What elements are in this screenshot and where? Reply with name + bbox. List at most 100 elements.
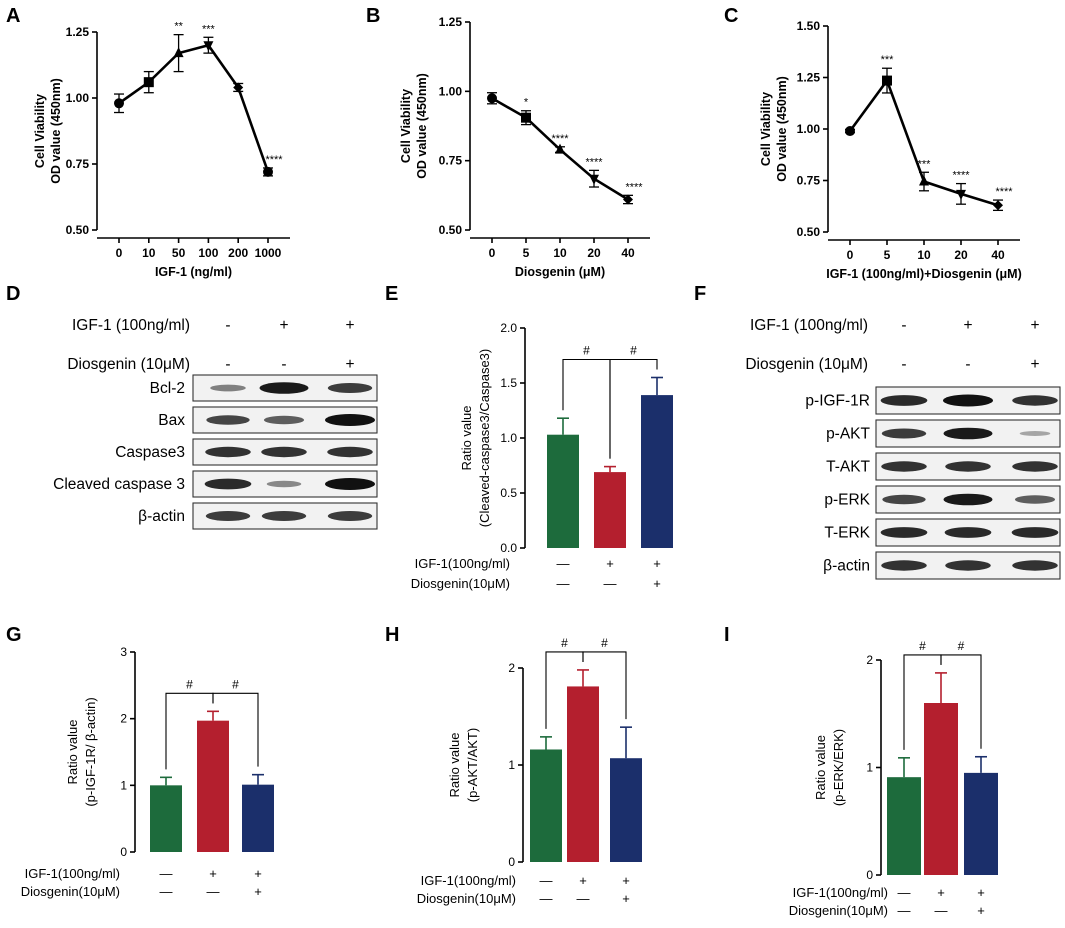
charts-layer: 0.500.751.001.250 10 50 100 200 1000** *******…: [21, 15, 1022, 918]
treatment-sign: +: [279, 317, 288, 334]
bar: [547, 434, 579, 548]
western-blot-d: IGF-1 (100ng/ml) Diosgenin (10μM) - - + - + + Bc…: [53, 317, 378, 530]
blot-band: [943, 427, 993, 440]
bar-chart-h: 0 1 2 # # Ratio value (p-AKT/AKT) IGF-1(100ng/m…: [417, 636, 642, 906]
significance-mark: ***: [881, 54, 895, 66]
bar: [594, 472, 626, 548]
x-tick-label: 40: [991, 248, 1005, 262]
y-tick-label: 0.50: [66, 223, 90, 237]
treatment-sign: +: [977, 885, 985, 900]
treatment-sign: +: [254, 866, 262, 881]
treatment-sign: +: [345, 356, 354, 373]
significance-mark: #: [919, 639, 926, 653]
treatment-sign: +: [977, 903, 985, 918]
y-axis-label-line1: Ratio value: [447, 732, 462, 797]
data-point: [173, 47, 184, 58]
blot-band: [881, 560, 927, 571]
y-tick-label: 2.0: [500, 321, 517, 335]
x-tick-label: 5: [884, 248, 891, 262]
western-blot-f: IGF-1 (100ng/ml) Diosgenin (10μM) - - + - + + p-…: [745, 317, 1061, 580]
data-point: [993, 200, 1003, 211]
treatment-sign: -: [225, 356, 230, 373]
treatment-label: Diosgenin (10μM): [745, 356, 868, 373]
treatment-sign: +: [579, 873, 587, 888]
y-axis-label-line1: Cell Viability: [399, 89, 413, 163]
panel-label-d: D: [6, 283, 20, 305]
significance-bracket: [212, 692, 259, 767]
blot-band: [881, 461, 927, 472]
panel-labels-layer: A B C D E F G H I: [6, 5, 738, 646]
significance-mark: #: [232, 677, 239, 691]
y-tick-label: 1.25: [439, 15, 463, 29]
treatment-sign: +: [937, 885, 945, 900]
data-point: [203, 41, 214, 52]
x-tick-label: 10: [917, 248, 931, 262]
treatment-row-label: Diosgenin(10μM): [21, 884, 120, 899]
series-line: [118, 43, 270, 173]
blot-band: [882, 494, 926, 505]
treatment-sign: +: [1030, 356, 1039, 373]
y-tick-label: 1.00: [797, 122, 821, 136]
bar: [641, 395, 673, 548]
data-point: [882, 75, 892, 86]
significance-mark: #: [186, 677, 193, 691]
treatment-sign: —: [540, 891, 553, 906]
blot-band: [205, 511, 251, 521]
treatment-sign: -: [225, 317, 230, 334]
x-tick-label: 0: [847, 248, 854, 262]
treatment-row-label: Diosgenin(10μM): [417, 891, 516, 906]
treatment-sign: —: [557, 576, 570, 591]
panel-label-i: I: [724, 624, 730, 646]
blot-band: [1012, 395, 1058, 406]
significance-mark: #: [958, 639, 965, 653]
bar: [242, 784, 274, 852]
significance-mark: ****: [585, 156, 603, 168]
treatment-sign: +: [653, 576, 661, 591]
x-tick-label: 0: [489, 246, 496, 260]
blot-row-label: p-IGF-1R: [805, 393, 870, 410]
y-tick-label: 0.0: [500, 541, 517, 555]
treatment-sign: -: [901, 356, 906, 373]
y-tick-label: 1.5: [500, 376, 517, 390]
blot-band: [206, 415, 250, 425]
significance-bracket: [940, 654, 982, 749]
data-point: [263, 166, 273, 177]
x-tick-label: 20: [954, 248, 968, 262]
y-tick-label: 0: [508, 855, 515, 869]
panel-label-g: G: [6, 624, 22, 646]
x-tick-label: 10: [142, 246, 156, 260]
treatment-row-label: IGF-1(100ng/ml): [793, 885, 888, 900]
blot-band: [1014, 495, 1056, 504]
y-tick-label: 2: [508, 661, 515, 675]
significance-bracket: [609, 358, 658, 459]
significance-mark: *: [524, 97, 529, 109]
treatment-sign: -: [965, 356, 970, 373]
bar: [924, 703, 958, 875]
treatment-sign: —: [935, 903, 948, 918]
significance-bracket: [582, 651, 627, 720]
bar: [197, 720, 229, 852]
bar: [887, 777, 921, 875]
blot-band: [325, 478, 375, 490]
blot-row-label: Cleaved caspase 3: [53, 476, 185, 493]
treatment-sign: +: [653, 556, 661, 571]
y-tick-label: 0.75: [439, 154, 463, 168]
data-point: [487, 93, 497, 104]
blot-row-label: T-ERK: [824, 525, 870, 542]
treatment-sign: -: [281, 356, 286, 373]
treatment-sign: —: [557, 556, 570, 571]
treatment-sign: —: [898, 885, 911, 900]
blot-row-label: Caspase3: [115, 444, 185, 461]
x-axis-label: IGF-1 (100ng/ml)+Diosgenin (μM): [826, 267, 1022, 281]
blot-band: [880, 395, 928, 406]
x-tick-label: 0: [116, 246, 123, 260]
blots-layer: IGF-1 (100ng/ml) Diosgenin (10μM) - - + - + + Bc…: [53, 317, 1061, 580]
y-axis-label-line2: OD value (450nm): [415, 73, 429, 179]
x-tick-label: 200: [228, 246, 248, 260]
treatment-sign: —: [577, 891, 590, 906]
treatment-sign: +: [345, 317, 354, 334]
treatment-label: Diosgenin (10μM): [67, 356, 190, 373]
y-tick-label: 0.5: [500, 486, 517, 500]
y-tick-label: 1.00: [66, 91, 90, 105]
